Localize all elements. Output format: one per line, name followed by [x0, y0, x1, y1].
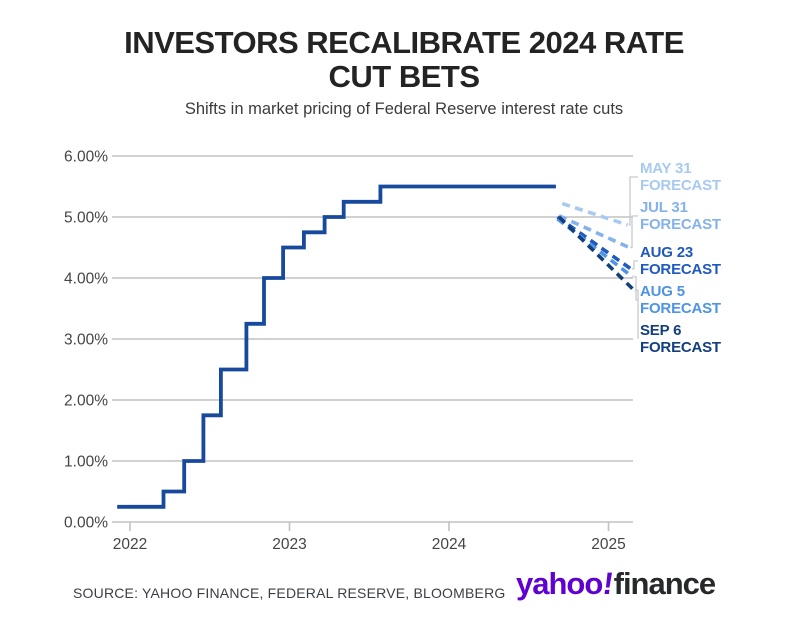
forecast-label-aug-5-word: FORECAST: [640, 299, 721, 317]
forecast-line-may-31: [561, 201, 629, 227]
x-axis-tick-label: 2022: [113, 536, 147, 553]
forecast-label-aug-5: AUG 5 FORECAST: [640, 283, 721, 317]
y-axis-tick-label: 1.00%: [64, 454, 108, 471]
yahoo-finance-logo: yahoo!finance: [516, 566, 717, 602]
connector-may-31: [628, 176, 638, 226]
y-axis-tick-label: 4.00%: [64, 271, 108, 288]
forecast-label-jul-31: JUL 31 FORECAST: [640, 199, 721, 233]
connector-aug-5: [633, 276, 638, 301]
page-title: INVESTORS RECALIBRATE 2024 RATE CUT BETS: [0, 26, 808, 94]
forecast-label-jul-31-word: FORECAST: [640, 215, 721, 233]
page-subtitle: Shifts in market pricing of Federal Rese…: [184, 100, 624, 118]
y-axis-tick-label: 0.00%: [64, 515, 108, 532]
forecast-label-aug-23-date: AUG 23: [640, 244, 693, 261]
x-axis-tick-label: 2024: [432, 536, 467, 553]
page-title-line1: INVESTORS RECALIBRATE 2024 RATE: [124, 25, 684, 60]
forecast-label-may-31-word: FORECAST: [640, 176, 721, 194]
x-axis-tick-label: 2023: [272, 536, 306, 553]
logo-finance-text: finance: [613, 566, 717, 601]
actual-rate-line: [117, 184, 556, 509]
forecast-label-aug-5-date: AUG 5: [640, 283, 685, 300]
forecast-line-aug-23: [556, 215, 632, 271]
forecast-label-sep-6: SEP 6 FORECAST: [640, 322, 721, 356]
logo-yahoo-text: yahoo: [516, 566, 603, 601]
y-axis-tick-label: 3.00%: [64, 332, 108, 349]
y-axis-tick-label: 5.00%: [64, 210, 108, 227]
y-axis-tick-label: 6.00%: [64, 149, 108, 166]
forecast-label-jul-31-date: JUL 31: [640, 199, 688, 216]
forecast-label-aug-23: AUG 23 FORECAST: [640, 244, 721, 278]
forecast-label-may-31: MAY 31 FORECAST: [640, 160, 721, 194]
forecast-label-sep-6-word: FORECAST: [640, 338, 721, 356]
connector-aug-23: [631, 260, 638, 270]
connector-sep-6: [635, 289, 639, 339]
forecast-label-sep-6-date: SEP 6: [640, 322, 682, 339]
connector-jul-31: [630, 215, 638, 249]
x-axis-tick-label: 2025: [591, 536, 625, 553]
source-text: SOURCE: YAHOO FINANCE, FEDERAL RESERVE, …: [73, 585, 506, 601]
page-title-line2: CUT BETS: [328, 59, 481, 94]
forecast-line-sep-6: [557, 215, 636, 292]
forecast-label-may-31-date: MAY 31: [640, 160, 692, 177]
y-axis-tick-label: 2.00%: [64, 393, 108, 410]
forecast-label-aug-23-word: FORECAST: [640, 260, 721, 278]
